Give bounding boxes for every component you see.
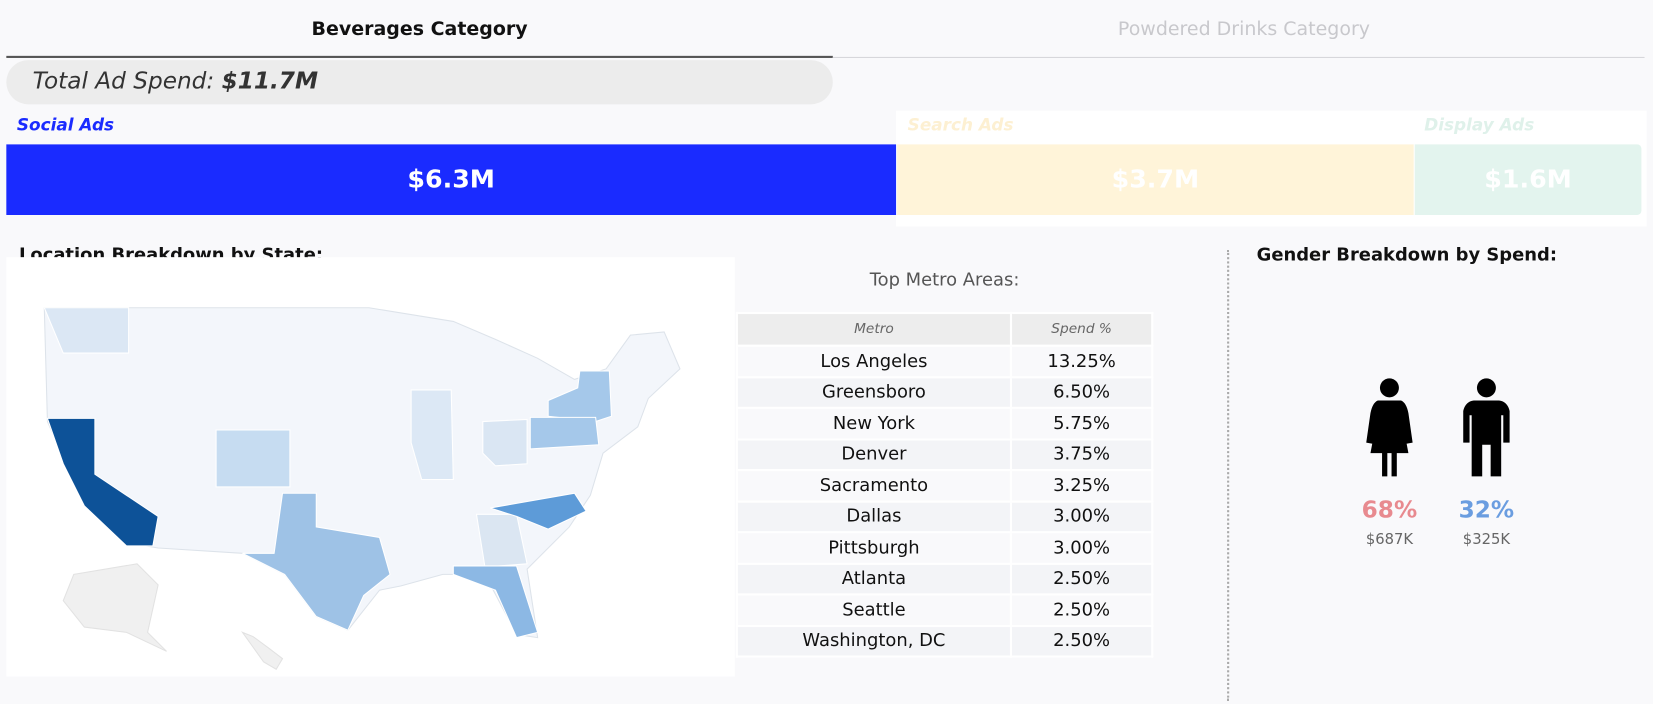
table-row: Washington, DC 2.50%: [735, 624, 1154, 658]
table-row: Denver 3.75%: [735, 437, 1154, 472]
us-map: [43, 307, 681, 670]
female-icon: [1366, 378, 1413, 477]
female-spend: $687K: [1365, 531, 1414, 549]
total-label: Total Ad Spend:: [32, 68, 215, 95]
metro-name: Denver: [735, 437, 1013, 472]
channel-label: Search Ads: [907, 114, 1014, 135]
state[interactable]: [452, 565, 539, 639]
section-title: Gender Breakdown by Spend:: [1256, 244, 1558, 266]
table-row: Seattle 2.50%: [735, 593, 1154, 627]
total-value: $11.7M: [221, 68, 319, 95]
table-row: New York 5.75%: [735, 406, 1154, 440]
table-row: Sacramento 3.25%: [735, 469, 1154, 503]
channel-bar[interactable]: $6.3M: [6, 144, 897, 215]
female-share: 68%: [1361, 497, 1418, 524]
alaska: [62, 563, 167, 652]
total-spend: Total Ad Spend: $11.7M: [6, 60, 833, 105]
metro-name: New York: [735, 406, 1013, 440]
metro-name: Seattle: [735, 593, 1013, 627]
spend-share: 3.00%: [1009, 500, 1154, 534]
spend-share: 6.50%: [1009, 375, 1154, 409]
state[interactable]: [482, 418, 528, 467]
male-icon: [1463, 378, 1510, 477]
table-title: Top Metro Areas:: [869, 269, 1020, 291]
tab-underline: [6, 55, 833, 58]
tab-underline: [832, 56, 1645, 58]
metro-name: Washington, DC: [735, 624, 1013, 658]
spend-share: 3.00%: [1009, 531, 1154, 565]
divider: [1227, 249, 1230, 701]
spend-share: 3.75%: [1009, 437, 1154, 472]
metro-name: Pittsburgh: [735, 531, 1013, 565]
gender-icons: [1366, 378, 1510, 477]
metro-table: Metro Spend % Los Angeles 13.25% Greensbor…: [735, 311, 1154, 658]
metro-name: Dallas: [735, 500, 1013, 534]
column-header[interactable]: Spend %: [1009, 311, 1154, 347]
state[interactable]: [215, 429, 291, 488]
state[interactable]: [43, 307, 130, 354]
state[interactable]: [46, 417, 159, 547]
state[interactable]: [490, 492, 587, 530]
spend-share: 5.75%: [1009, 406, 1154, 440]
state[interactable]: [529, 416, 600, 450]
table-row: Atlanta 2.50%: [735, 562, 1154, 596]
table-row: Dallas 3.00%: [735, 500, 1154, 534]
tab-inactive[interactable]: Powdered Drinks Category: [1117, 17, 1370, 41]
state[interactable]: [475, 513, 528, 568]
state[interactable]: [410, 389, 454, 481]
male-share: 32%: [1458, 497, 1515, 524]
tab-active[interactable]: Beverages Category: [311, 17, 528, 41]
spend-share: 13.25%: [1009, 344, 1154, 378]
channel-label: Social Ads: [16, 114, 115, 135]
table-row: Pittsburgh 3.00%: [735, 531, 1154, 565]
spend-share: 2.50%: [1009, 624, 1154, 658]
map-panel: [6, 257, 735, 677]
channel-bar[interactable]: $1.6M: [1414, 144, 1642, 215]
state[interactable]: [242, 492, 391, 631]
table-row: Greensboro 6.50%: [735, 375, 1154, 409]
metro-name: Greensboro: [735, 375, 1013, 409]
male-spend: $325K: [1462, 531, 1511, 549]
channel-bar[interactable]: $3.7M: [897, 144, 1414, 215]
spend-share: 2.50%: [1009, 593, 1154, 627]
spend-share: 2.50%: [1009, 562, 1154, 596]
metro-name: Sacramento: [735, 469, 1013, 503]
channel-label: Display Ads: [1424, 114, 1535, 135]
metro-name: Atlanta: [735, 562, 1013, 596]
spend-share: 3.25%: [1009, 469, 1154, 503]
column-header[interactable]: Metro: [735, 311, 1013, 347]
table-row: Los Angeles 13.25%: [735, 344, 1154, 378]
metro-name: Los Angeles: [735, 344, 1013, 378]
hawaii: [240, 631, 284, 670]
